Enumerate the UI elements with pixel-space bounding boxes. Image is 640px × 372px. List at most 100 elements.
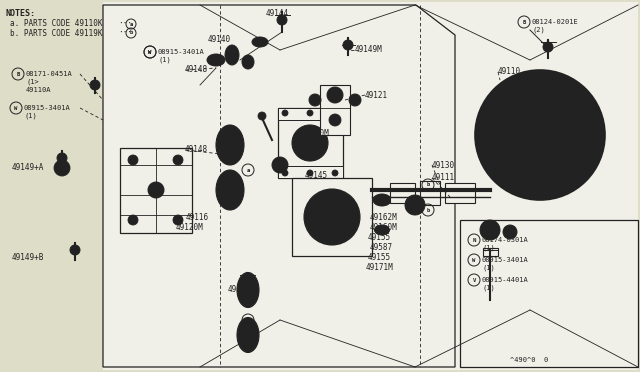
Circle shape [300, 133, 320, 153]
Text: (1): (1) [482, 285, 495, 291]
Text: 49149: 49149 [228, 285, 251, 295]
Text: 08915-1421A: 08915-1421A [503, 162, 550, 168]
Circle shape [314, 199, 350, 235]
FancyBboxPatch shape [445, 183, 475, 203]
Circle shape [503, 225, 517, 239]
Text: 49130: 49130 [432, 160, 455, 170]
Circle shape [258, 112, 266, 120]
Text: 08915-3401A: 08915-3401A [24, 105, 71, 111]
Text: 49170M: 49170M [302, 128, 330, 138]
Circle shape [325, 210, 339, 224]
Ellipse shape [216, 170, 244, 210]
FancyBboxPatch shape [292, 178, 372, 256]
Circle shape [57, 153, 67, 163]
Text: 49116: 49116 [186, 212, 209, 221]
Text: 49171M: 49171M [366, 263, 394, 273]
Circle shape [485, 80, 595, 190]
Text: 49149+A: 49149+A [12, 164, 44, 173]
Text: (1): (1) [482, 265, 495, 271]
Text: 49587: 49587 [370, 244, 393, 253]
Circle shape [173, 155, 183, 165]
Text: 49110A: 49110A [26, 87, 51, 93]
Ellipse shape [222, 132, 238, 157]
Text: b: b [426, 183, 429, 187]
Polygon shape [460, 220, 638, 367]
FancyBboxPatch shape [120, 148, 192, 233]
Text: W: W [148, 49, 152, 55]
FancyBboxPatch shape [278, 108, 343, 120]
Text: (1>: (1> [26, 79, 39, 85]
Text: 49110: 49110 [498, 67, 521, 77]
Text: 08174-0301A: 08174-0301A [482, 237, 529, 243]
Text: a: a [129, 22, 132, 26]
Circle shape [349, 94, 361, 106]
Text: a: a [246, 337, 250, 343]
Text: 49155: 49155 [368, 234, 391, 243]
Text: (1): (1) [482, 245, 495, 251]
Text: 08124-0201E: 08124-0201E [532, 19, 579, 25]
Polygon shape [0, 2, 103, 370]
Text: 49149+B: 49149+B [12, 253, 44, 263]
Text: W: W [14, 106, 18, 110]
Circle shape [240, 275, 254, 289]
Circle shape [70, 245, 80, 255]
Ellipse shape [242, 55, 254, 69]
Circle shape [543, 42, 553, 52]
Text: W: W [472, 257, 476, 263]
Circle shape [485, 225, 495, 235]
Circle shape [475, 70, 605, 200]
Text: 49148: 49148 [185, 145, 208, 154]
Circle shape [276, 161, 284, 169]
Ellipse shape [207, 54, 225, 66]
Circle shape [405, 195, 425, 215]
Circle shape [128, 155, 138, 165]
Text: ···: ··· [118, 19, 132, 29]
Text: 49148: 49148 [185, 65, 208, 74]
Circle shape [128, 215, 138, 225]
Text: a: a [246, 167, 250, 173]
Ellipse shape [222, 177, 238, 202]
FancyBboxPatch shape [420, 181, 440, 205]
Text: 08171-0451A: 08171-0451A [26, 71, 73, 77]
Text: 49160M: 49160M [370, 224, 397, 232]
Ellipse shape [225, 45, 239, 65]
Polygon shape [103, 5, 455, 367]
Text: a: a [246, 317, 250, 323]
Text: 49121: 49121 [365, 90, 388, 99]
Polygon shape [103, 2, 638, 370]
Text: ^490^0  0: ^490^0 0 [510, 357, 548, 363]
Circle shape [332, 110, 338, 116]
Ellipse shape [374, 225, 390, 235]
Text: 49140: 49140 [208, 35, 231, 45]
Ellipse shape [237, 317, 259, 353]
Text: W: W [493, 163, 497, 167]
Text: b: b [426, 208, 429, 212]
Text: b. PARTS CODE 49119K: b. PARTS CODE 49119K [10, 29, 102, 38]
Circle shape [309, 94, 321, 106]
Text: V: V [472, 278, 476, 282]
Text: 08915-4401A: 08915-4401A [482, 277, 529, 283]
Circle shape [480, 220, 500, 240]
FancyBboxPatch shape [483, 248, 498, 256]
Circle shape [173, 215, 183, 225]
Text: (1): (1) [158, 57, 171, 63]
Circle shape [292, 125, 328, 161]
Text: (1): (1) [503, 170, 516, 176]
Circle shape [502, 97, 578, 173]
Circle shape [327, 87, 343, 103]
FancyBboxPatch shape [278, 108, 343, 178]
Text: 49155: 49155 [368, 253, 391, 263]
Text: 08915-3401A: 08915-3401A [158, 49, 205, 55]
Text: N: N [472, 237, 476, 243]
Ellipse shape [373, 194, 391, 206]
Text: NOTES:: NOTES: [5, 10, 35, 19]
Circle shape [332, 170, 338, 176]
FancyBboxPatch shape [390, 183, 415, 203]
Ellipse shape [252, 37, 268, 47]
Text: a. PARTS CODE 49110K: a. PARTS CODE 49110K [10, 19, 102, 29]
Circle shape [520, 115, 560, 155]
Circle shape [530, 125, 550, 145]
Circle shape [54, 160, 70, 176]
Circle shape [306, 139, 314, 147]
Circle shape [536, 131, 544, 139]
